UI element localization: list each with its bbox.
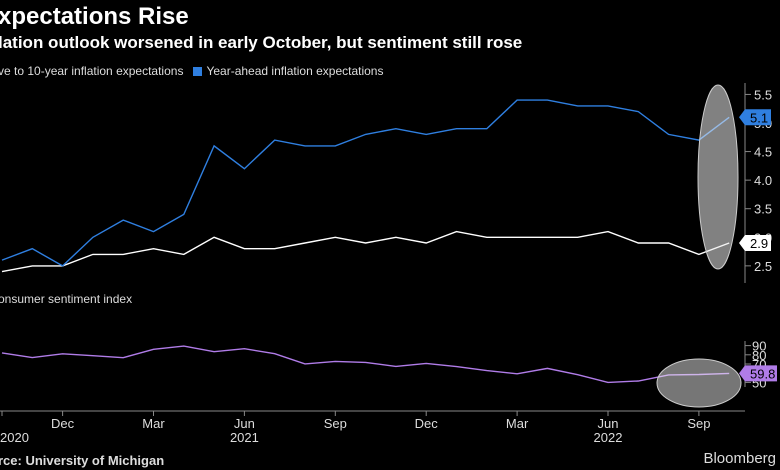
x-year-label: 2021 [230, 430, 259, 445]
year-ahead-line [1, 99, 730, 267]
legend-label-year-ahead: Year-ahead inflation expectations [206, 64, 384, 78]
x-tick-label: Dec [51, 416, 75, 431]
chart-title: xpectations Rise [0, 3, 189, 30]
x-tick-label: Jun [598, 416, 619, 431]
y-tick-label: 3.5 [754, 202, 772, 217]
legend-label-five-to-ten: ve to 10-year inflation expectations [0, 64, 184, 78]
x-tick-label: Sep [324, 416, 347, 431]
x-year-label: 2022 [594, 430, 623, 445]
chart-subtitle: lation outlook worsened in early October… [0, 33, 523, 52]
chart-canvas: 2.53.03.54.04.55.05.52.95.1506070809059.… [0, 83, 777, 445]
y-tick-label: 2.5 [754, 259, 772, 274]
y-tick-label: 90 [752, 339, 766, 354]
x-tick-label: Sep [687, 416, 710, 431]
end-value-label: 5.1 [750, 110, 768, 125]
legend-swatch-year-ahead [193, 66, 203, 76]
y-tick-label: 4.0 [754, 173, 772, 188]
end-value-tag [739, 365, 777, 382]
y-tick-label: 80 [752, 348, 766, 363]
highlight-ellipse [656, 358, 742, 408]
bloomberg-logo: Bloomberg [703, 450, 776, 467]
five-to-ten-line [1, 230, 730, 273]
x-tick-label: 2020 [0, 430, 29, 445]
x-tick-label: Dec [415, 416, 439, 431]
y-tick-label: 4.5 [754, 145, 772, 160]
end-value-label: 59.8 [750, 366, 775, 381]
x-tick-label: Jun [234, 416, 255, 431]
sentiment-panel-label: onsumer sentiment index [0, 292, 133, 306]
y-tick-label: 5.5 [754, 87, 772, 102]
sentiment-line [1, 345, 730, 384]
x-tick-label: Mar [142, 416, 165, 431]
end-value-tag [739, 235, 771, 251]
end-value-label: 2.9 [750, 236, 768, 251]
end-value-tag [739, 109, 771, 126]
legend: ve to 10-year inflation expectations Yea… [0, 64, 383, 78]
highlight-ellipse [697, 84, 739, 270]
x-tick-label: Mar [506, 416, 529, 431]
source-note: rce: University of Michigan [0, 453, 165, 468]
